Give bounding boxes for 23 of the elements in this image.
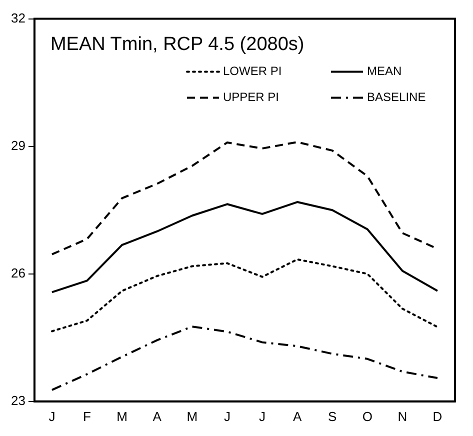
legend-label: UPPER PI	[223, 90, 280, 104]
legend-label: MEAN	[367, 64, 402, 78]
legend-label: LOWER PI	[223, 64, 282, 78]
line-series	[50, 258, 438, 332]
x-tick-label: J	[224, 408, 230, 424]
x-tick-label: M	[186, 408, 198, 424]
x-tick-label: J	[48, 408, 56, 424]
legend-label: BASELINE	[367, 90, 426, 104]
x-tick-label: A	[292, 408, 302, 424]
text: MEAN Tmin, RCP 4.5 (2080s)	[50, 34, 304, 56]
x-tick-label: M	[116, 408, 128, 424]
x-tick-label: J	[259, 408, 266, 424]
x-tick-label: O	[362, 408, 372, 424]
x-tick-label: N	[398, 408, 408, 424]
x-tick-label: D	[432, 408, 442, 424]
x-tick-label: S	[328, 408, 338, 424]
y-tick-label: 26	[10, 265, 26, 280]
x-tick-label: F	[83, 408, 92, 424]
y-tick-label: 32	[10, 10, 26, 26]
line-series	[50, 326, 438, 391]
x-tick-label: A	[152, 408, 162, 424]
y-tick-label: 29	[10, 138, 26, 153]
y-tick-label: 23	[10, 392, 26, 408]
